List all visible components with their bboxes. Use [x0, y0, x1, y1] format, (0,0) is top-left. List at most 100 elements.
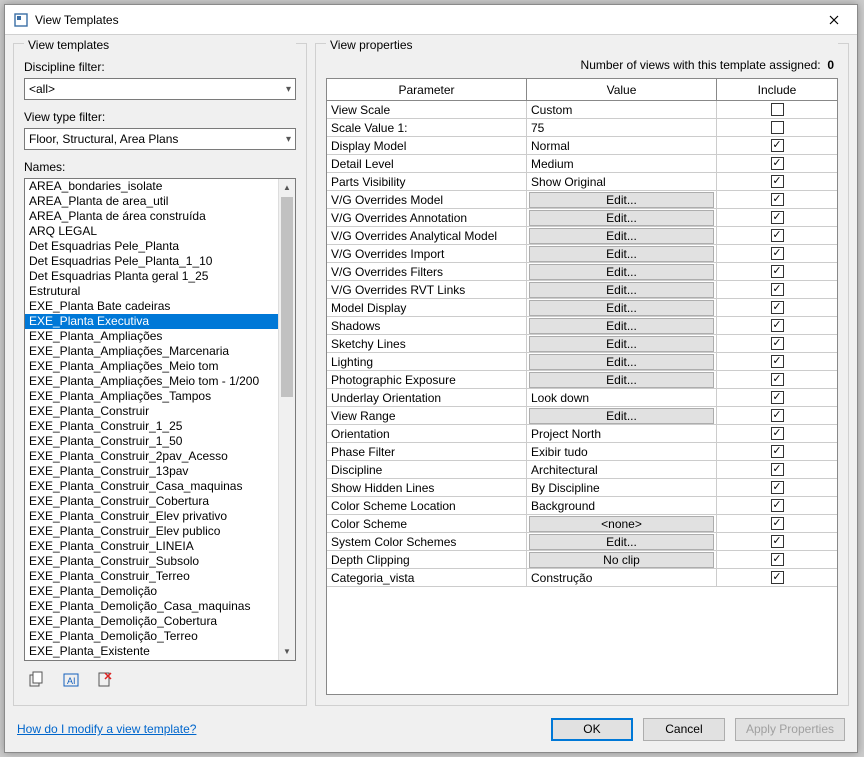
list-item[interactable]: EXE_Planta_Construir_2pav_Acesso — [25, 449, 278, 464]
list-item[interactable]: Det Esquadrias Planta geral 1_25 — [25, 269, 278, 284]
value-cell[interactable]: 75 — [527, 119, 717, 136]
include-checkbox[interactable]: ✓ — [771, 247, 784, 260]
list-item[interactable]: EXE_Planta_Construir_1_25 — [25, 419, 278, 434]
list-item[interactable]: Det Esquadrias Pele_Planta_1_10 — [25, 254, 278, 269]
list-item[interactable]: EXE_Planta_Existente_13pav — [25, 659, 278, 660]
list-item[interactable]: EXE_Planta Bate cadeiras — [25, 299, 278, 314]
value-cell[interactable]: Construção — [527, 569, 717, 586]
list-item[interactable]: EXE_Planta_Construir_Elev publico — [25, 524, 278, 539]
include-checkbox[interactable]: ✓ — [771, 355, 784, 368]
list-item[interactable]: EXE_Planta_Existente — [25, 644, 278, 659]
value-cell[interactable]: Show Original — [527, 173, 717, 190]
value-cell[interactable]: Edit... — [527, 533, 717, 550]
value-cell[interactable]: Custom — [527, 101, 717, 118]
scroll-down-icon[interactable]: ▼ — [279, 643, 295, 660]
discipline-filter-combo[interactable]: <all> ▾ — [24, 78, 296, 100]
value-cell[interactable]: No clip — [527, 551, 717, 568]
apply-properties-button[interactable]: Apply Properties — [735, 718, 845, 741]
list-item[interactable]: EXE_Planta_Demolição_Casa_maquinas — [25, 599, 278, 614]
value-cell[interactable]: Background — [527, 497, 717, 514]
include-checkbox[interactable]: ✓ — [771, 265, 784, 278]
edit-button[interactable]: Edit... — [529, 228, 714, 244]
value-cell[interactable]: Edit... — [527, 209, 717, 226]
edit-button[interactable]: Edit... — [529, 210, 714, 226]
value-cell[interactable]: Edit... — [527, 245, 717, 262]
duplicate-icon[interactable] — [28, 671, 46, 689]
include-checkbox[interactable]: ✓ — [771, 445, 784, 458]
value-cell[interactable]: Edit... — [527, 335, 717, 352]
list-item[interactable]: EXE_Planta_Construir_1_50 — [25, 434, 278, 449]
scroll-up-icon[interactable]: ▲ — [279, 179, 295, 196]
value-cell[interactable]: Architectural — [527, 461, 717, 478]
include-checkbox[interactable]: ✓ — [771, 211, 784, 224]
list-item[interactable]: EXE_Planta_Construir — [25, 404, 278, 419]
edit-button[interactable]: No clip — [529, 552, 714, 568]
value-cell[interactable]: Edit... — [527, 281, 717, 298]
include-checkbox[interactable]: ✓ — [771, 463, 784, 476]
value-cell[interactable]: Medium — [527, 155, 717, 172]
include-checkbox[interactable]: ✓ — [771, 481, 784, 494]
include-checkbox[interactable]: ✓ — [771, 427, 784, 440]
list-item[interactable]: Estrutural — [25, 284, 278, 299]
edit-button[interactable]: Edit... — [529, 300, 714, 316]
include-checkbox[interactable]: ✓ — [771, 553, 784, 566]
include-checkbox[interactable]: ✓ — [771, 391, 784, 404]
ok-button[interactable]: OK — [551, 718, 633, 741]
include-checkbox[interactable]: ✓ — [771, 319, 784, 332]
delete-icon[interactable] — [96, 671, 114, 689]
edit-button[interactable]: Edit... — [529, 264, 714, 280]
edit-button[interactable]: Edit... — [529, 246, 714, 262]
include-checkbox[interactable]: ✓ — [771, 571, 784, 584]
include-checkbox[interactable]: ✓ — [771, 373, 784, 386]
edit-button[interactable]: Edit... — [529, 354, 714, 370]
include-checkbox[interactable]: ✓ — [771, 499, 784, 512]
edit-button[interactable]: Edit... — [529, 282, 714, 298]
value-cell[interactable]: Edit... — [527, 191, 717, 208]
list-item[interactable]: ARQ LEGAL — [25, 224, 278, 239]
list-item[interactable]: EXE_Planta_Construir_LINEIA — [25, 539, 278, 554]
edit-button[interactable]: Edit... — [529, 336, 714, 352]
list-item[interactable]: EXE_Planta_Ampliações_Marcenaria — [25, 344, 278, 359]
value-cell[interactable]: Edit... — [527, 317, 717, 334]
value-cell[interactable]: Edit... — [527, 227, 717, 244]
include-checkbox[interactable]: ✓ — [771, 337, 784, 350]
include-checkbox[interactable]: ✓ — [771, 283, 784, 296]
include-checkbox[interactable]: ✓ — [771, 409, 784, 422]
edit-button[interactable]: <none> — [529, 516, 714, 532]
list-item[interactable]: EXE_Planta_Ampliações — [25, 329, 278, 344]
list-item[interactable]: EXE_Planta_Construir_13pav — [25, 464, 278, 479]
include-checkbox[interactable]: ✓ — [771, 535, 784, 548]
value-cell[interactable]: Edit... — [527, 263, 717, 280]
include-checkbox[interactable] — [771, 121, 784, 134]
close-button[interactable] — [811, 5, 857, 35]
list-item[interactable]: EXE_Planta_Demolição — [25, 584, 278, 599]
edit-button[interactable]: Edit... — [529, 408, 714, 424]
value-cell[interactable]: Edit... — [527, 299, 717, 316]
edit-button[interactable]: Edit... — [529, 534, 714, 550]
list-item[interactable]: Det Esquadrias Pele_Planta — [25, 239, 278, 254]
value-cell[interactable]: Edit... — [527, 371, 717, 388]
list-item[interactable]: EXE_Planta_Ampliações_Tampos — [25, 389, 278, 404]
scrollbar[interactable]: ▲ ▼ — [278, 179, 295, 660]
list-item[interactable]: EXE_Planta_Ampliações_Meio tom — [25, 359, 278, 374]
list-item[interactable]: EXE_Planta_Ampliações_Meio tom - 1/200 — [25, 374, 278, 389]
include-checkbox[interactable]: ✓ — [771, 139, 784, 152]
template-names-listbox[interactable]: AREA_bondaries_isolateAREA_Planta de are… — [24, 178, 296, 661]
value-cell[interactable]: By Discipline — [527, 479, 717, 496]
value-cell[interactable]: Normal — [527, 137, 717, 154]
value-cell[interactable]: Project North — [527, 425, 717, 442]
include-checkbox[interactable]: ✓ — [771, 193, 784, 206]
list-item[interactable]: AREA_Planta de area_util — [25, 194, 278, 209]
include-checkbox[interactable]: ✓ — [771, 157, 784, 170]
list-item[interactable]: EXE_Planta_Construir_Casa_maquinas — [25, 479, 278, 494]
list-item[interactable]: EXE_Planta Executiva — [25, 314, 278, 329]
value-cell[interactable]: <none> — [527, 515, 717, 532]
value-cell[interactable]: Edit... — [527, 353, 717, 370]
value-cell[interactable]: Edit... — [527, 407, 717, 424]
list-item[interactable]: EXE_Planta_Construir_Elev privativo — [25, 509, 278, 524]
list-item[interactable]: AREA_Planta de área construída — [25, 209, 278, 224]
cancel-button[interactable]: Cancel — [643, 718, 725, 741]
rename-icon[interactable]: AI — [62, 671, 80, 689]
list-item[interactable]: EXE_Planta_Construir_Terreo — [25, 569, 278, 584]
include-checkbox[interactable] — [771, 103, 784, 116]
